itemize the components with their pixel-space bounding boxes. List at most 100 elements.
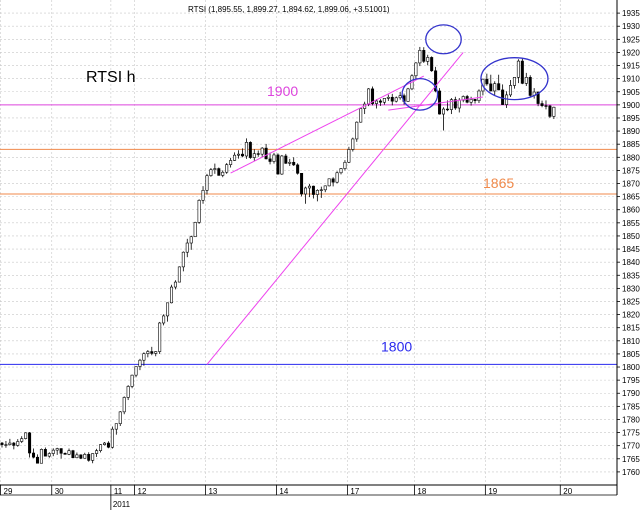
x-tick-label: 12 [138,487,147,496]
trend-line [230,75,425,174]
candle-body [193,222,197,238]
x-tick-label: 19 [488,487,497,496]
candle-body [536,91,540,104]
candle-body [485,78,489,85]
candle-body [272,154,276,162]
candle-body [426,57,430,62]
candle-body [28,432,32,454]
y-tick-label: 1870 [622,180,640,189]
candle-body [150,351,154,354]
candle-body [347,149,351,163]
candle-body [288,161,292,164]
candle-body [473,99,477,101]
candle-body [201,190,205,201]
candle-body [0,442,4,445]
candle-body [548,105,552,117]
pattern-ellipse [425,24,462,55]
candle-body [477,90,481,101]
candle-body [8,442,12,445]
candle-body [154,351,158,354]
candle-body [445,108,449,111]
candle-body [170,286,174,304]
candle-body [197,199,201,223]
y-tick-label: 1925 [622,35,640,44]
candle-body [12,442,16,446]
trend-line [388,96,483,111]
candle-body [422,50,426,62]
year-label: 2011 [113,500,131,509]
candles [0,46,556,464]
candle-body [91,453,95,461]
y-tick-label: 1850 [622,232,640,241]
candle-body [63,452,67,455]
candle-body [16,441,20,446]
candle-body [75,454,79,459]
candle-body [118,411,122,424]
candle-body [378,100,382,103]
y-tick-label: 1830 [622,284,640,293]
y-tick-label: 1875 [622,166,640,175]
candle-body [240,153,244,157]
y-tick-label: 1860 [622,206,640,215]
candle-body [264,147,268,160]
y-tick-label: 1935 [622,9,640,18]
candle-body [126,386,130,398]
y-tick-label: 1760 [622,468,640,477]
candle-body [162,315,166,324]
candle-body [67,450,71,455]
y-tick-label: 1785 [622,402,640,411]
candle-body [398,95,402,99]
x-tick-label: 13 [208,487,217,496]
candle-body [351,138,355,150]
y-tick-label: 1865 [622,193,640,202]
candle-body [256,153,260,155]
candle-body [114,423,118,430]
candle-body [441,108,445,115]
candle-body [59,448,63,454]
x-tick-label: 14 [279,487,288,496]
candle-body [453,99,457,109]
candle-body [544,105,548,107]
candle-body [390,96,394,102]
candle-body [512,77,516,86]
candle-body [386,96,390,99]
candle-body [39,449,43,464]
candle-body [331,178,335,183]
x-tick-label: 30 [55,487,64,496]
candle-body [146,351,150,354]
candle-body [359,108,363,123]
y-tick-label: 1910 [622,75,640,84]
candle-body [493,83,497,92]
y-tick-label: 1820 [622,311,640,320]
candle-body [327,178,331,187]
candle-body [540,103,544,106]
candle-body [524,77,528,84]
candle-body [122,397,126,413]
candle-body [142,353,146,361]
price-header: RTSI (1,895.55, 1,899.27, 1,894.62, 1,89… [188,5,390,14]
y-tick-label: 1905 [622,88,640,97]
candle-body [166,302,170,317]
chart-title: RTSI h [86,69,136,86]
candle-body [205,175,209,191]
y-tick-label: 1835 [622,271,640,280]
candle-body [489,83,493,92]
candle-body [430,57,434,72]
y-tick-label: 1795 [622,376,640,385]
candle-body [414,62,418,77]
candle-body [315,190,319,195]
y-tick-label: 1880 [622,153,640,162]
level-label: 1900 [267,83,298,99]
candle-body [138,359,142,367]
y-tick-label: 1800 [622,363,640,372]
candle-body [233,154,237,161]
candle-body [106,442,110,448]
candle-body [229,160,233,165]
candle-body [4,444,8,446]
trend-line [206,52,464,365]
candle-body [509,85,513,96]
x-tick-label: 20 [563,487,572,496]
candle-body [516,60,520,78]
candle-body [296,164,300,174]
